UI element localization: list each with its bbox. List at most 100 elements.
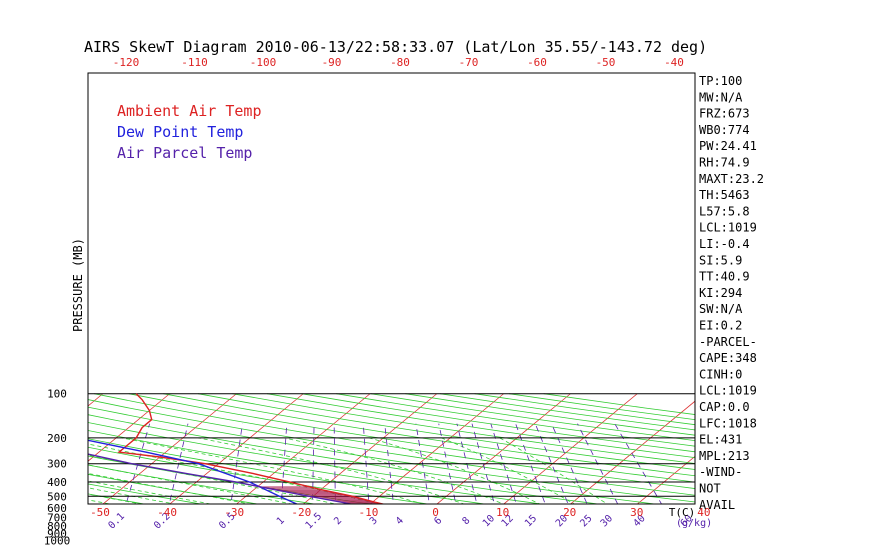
legend-entry: Dew Point Temp [117, 123, 243, 141]
top-temp-tick-label: -40 [664, 56, 684, 69]
top-temp-tick-label: -120 [113, 56, 140, 69]
stability-index-label: RH:74.9 [699, 156, 750, 170]
mixing-ratio-label: 2 [332, 515, 344, 527]
legend-entry: Air Parcel Temp [117, 144, 252, 162]
stability-index-label: AVAIL [699, 498, 735, 512]
mixing-ratio-line [577, 423, 619, 504]
stability-index-label: EI:0.2 [699, 319, 742, 333]
stability-index-label: CINH:0 [699, 367, 742, 381]
mixing-ratio-line [456, 423, 478, 504]
dry-adiabat-line [94, 393, 695, 489]
mixing-ratio-line [614, 423, 662, 504]
mixing-ratio-line [333, 423, 336, 504]
air-parcel-temp-curve [88, 453, 354, 504]
bottom-temp-tick-label: -50 [90, 506, 110, 519]
pressure-tick-label: 500 [47, 490, 67, 503]
stability-index-label: MPL:213 [699, 449, 750, 463]
moist-adiabat-line [369, 437, 541, 504]
moist-adiabat-line [499, 437, 608, 504]
isotherm-line [0, 394, 36, 544]
isotherm-line [102, 393, 237, 504]
bottom-temp-unit: T(C) [669, 506, 696, 519]
stability-index-label: WB0:774 [699, 123, 750, 137]
stability-index-label: MW:N/A [699, 90, 743, 104]
stability-index-label: TP:100 [699, 74, 742, 88]
bottom-temp-tick-label: 40 [697, 506, 710, 519]
chart-title: AIRS SkewT Diagram 2010-06-13/22:58:33.0… [84, 38, 707, 56]
moist-adiabat-line [441, 437, 576, 504]
bottom-temp-tick-label: 20 [563, 506, 576, 519]
plot-grid [0, 393, 870, 544]
stability-index-label: CAPE:348 [699, 351, 757, 365]
bottom-temp-tick-label: -40 [157, 506, 177, 519]
stability-index-label: FRZ:673 [699, 107, 750, 121]
bottom-temp-tick-label: -30 [224, 506, 244, 519]
mixing-ratio-line [438, 423, 457, 504]
ambient-air-temp-curve [117, 393, 386, 504]
dry-adiabat-line [267, 393, 695, 459]
isotherm-line [436, 393, 571, 504]
mixing-ratio-line [471, 423, 495, 504]
isotherm-line [503, 393, 638, 504]
top-temp-tick-label: -70 [459, 56, 479, 69]
moist-adiabat-line [0, 438, 216, 544]
dry-adiabat-line [163, 393, 695, 477]
isotherm-line [302, 393, 438, 504]
pressure-tick-label: 300 [47, 458, 67, 471]
stability-index-label: LFC:1018 [699, 416, 757, 430]
top-temp-tick-label: -110 [181, 56, 208, 69]
moist-adiabat-line [88, 464, 294, 504]
stability-index-label: L57:5.8 [699, 204, 750, 218]
axis-labels: 0.1 0.2 0.5 1 1.5 2 3 4 6 8 10 12 15 20 25 30 40 60(g/kg)… [44, 56, 712, 547]
stability-index-label: CAP:0.0 [699, 400, 750, 414]
mixing-ratio-line [280, 423, 288, 504]
mixing-ratio-label: 4 [394, 515, 406, 527]
bottom-temp-tick-label: 10 [496, 506, 509, 519]
pressure-tick-label: 900 [47, 528, 67, 541]
stability-index-label: PW:24.41 [699, 139, 757, 153]
stability-index-label: LCL:1019 [699, 221, 757, 235]
isotherm-line [790, 394, 870, 544]
top-temp-tick-label: -50 [596, 56, 616, 69]
isotherm-line [88, 393, 170, 462]
bottom-temp-tick-label: -20 [291, 506, 311, 519]
pressure-tick-label: 600 [47, 502, 67, 515]
bottom-temp-tick-label: 30 [630, 506, 643, 519]
bottom-temp-tick-label: -10 [358, 506, 378, 519]
plot-frame [87, 72, 696, 505]
stability-index-label: EL:431 [699, 433, 742, 447]
mixing-ratio-line [125, 423, 151, 504]
dry-adiabat-line [88, 414, 658, 504]
mixing-ratio-label: 30 [599, 513, 615, 529]
stability-index-label: LI:-0.4 [699, 237, 750, 251]
isotherm-line [569, 400, 695, 504]
moist-adiabat-line [88, 454, 338, 504]
mixing-ratio-line [415, 423, 430, 504]
pressure-tick-label: 800 [47, 520, 67, 533]
y-axis-label: PRESSURE (MB) [71, 238, 85, 332]
stability-index-label: -WIND- [699, 465, 742, 479]
mixing-ratio-line [230, 423, 243, 504]
stability-index-label: LCL:1019 [699, 384, 757, 398]
mixing-ratio-label: 1 [275, 515, 287, 527]
mixing-ratio-line [490, 423, 517, 504]
pressure-tick-label: 200 [47, 432, 67, 445]
dry-adiabat-line [88, 473, 260, 504]
stability-index-label: -PARCEL- [699, 335, 757, 349]
mixing-ratio-label: 8 [460, 515, 472, 527]
mixing-ratio-unit: (g/kg) [676, 518, 712, 529]
dry-adiabat-line [128, 393, 695, 483]
mixing-ratio-label: 25 [578, 513, 594, 529]
mixing-ratio-label: 10 [481, 513, 497, 529]
mixing-ratio-line [384, 423, 394, 504]
dry-adiabat-line [88, 430, 544, 504]
dry-adiabat-line [232, 393, 695, 464]
top-temp-tick-label: -100 [250, 56, 277, 69]
top-temp-tick-label: -80 [390, 56, 410, 69]
profile-curves [88, 393, 386, 504]
stability-index-label: MAXT:23.2 [699, 172, 764, 186]
dry-adiabat-line [88, 399, 695, 496]
isotherm-line [636, 455, 695, 504]
stability-indices: TP:100 MW:N/A FRZ:673 WB0:774 PW:24.41 RH:74.… [699, 74, 764, 512]
